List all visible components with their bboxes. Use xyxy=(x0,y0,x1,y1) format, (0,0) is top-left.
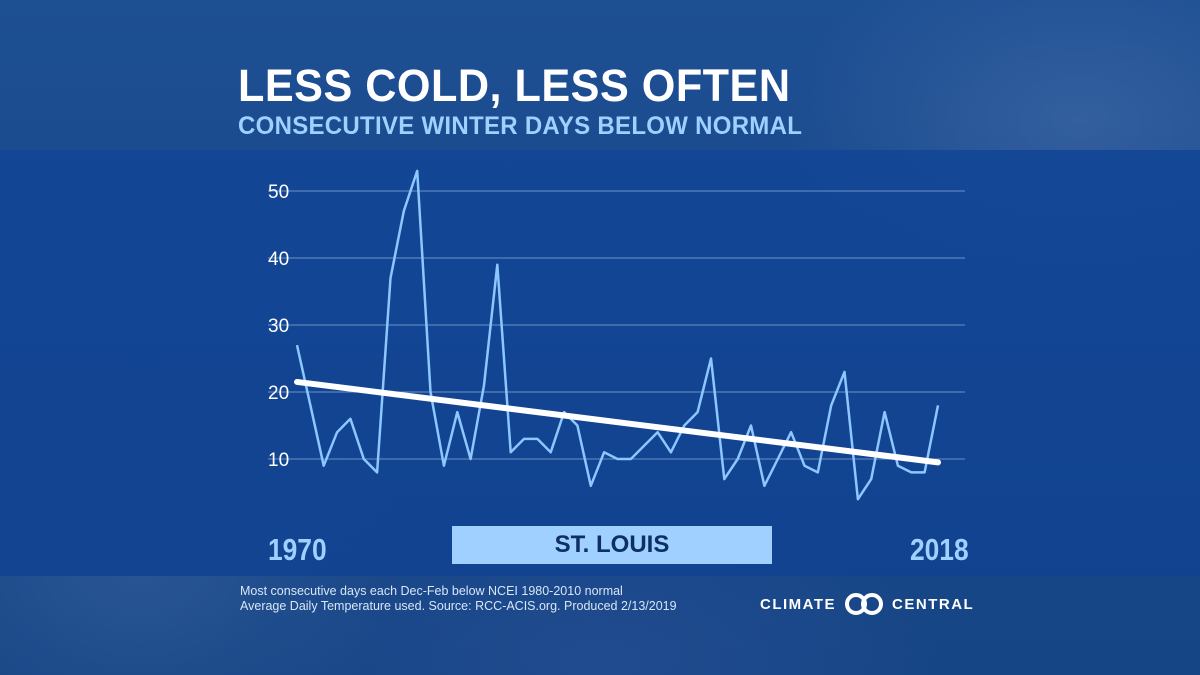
series-group xyxy=(295,169,940,501)
source-note-line-2: Average Daily Temperature used. Source: … xyxy=(240,599,677,613)
chart-title: LESS COLD, LESS OFTEN xyxy=(238,60,791,111)
y-tick-label: 30 xyxy=(268,316,289,337)
y-tick-label: 40 xyxy=(268,249,289,270)
gridlines xyxy=(268,190,965,460)
trend-group xyxy=(294,378,941,466)
x-axis-start-label: 1970 xyxy=(268,532,327,567)
chart-subtitle: CONSECUTIVE WINTER DAYS BELOW NORMAL xyxy=(238,112,803,140)
source-note-line-1: Most consecutive days each Dec-Feb below… xyxy=(240,584,623,598)
y-axis-ticks: 10 20 30 40 50 xyxy=(268,182,289,471)
location-label: ST. LOUIS xyxy=(452,526,772,564)
y-tick-label: 20 xyxy=(268,383,289,404)
y-tick-label: 50 xyxy=(268,182,289,203)
x-axis-end-label: 2018 xyxy=(910,532,969,567)
chart-band xyxy=(0,150,1200,576)
y-tick-label: 10 xyxy=(268,450,289,471)
climate-central-logo: CLIMATE CENTRAL xyxy=(760,592,974,616)
series-line-st-louis xyxy=(295,169,940,501)
logo-rings-icon xyxy=(845,593,884,615)
logo-text-right: CENTRAL xyxy=(892,595,975,613)
logo-text-left: CLIMATE xyxy=(760,595,837,613)
trend-line xyxy=(294,378,941,466)
